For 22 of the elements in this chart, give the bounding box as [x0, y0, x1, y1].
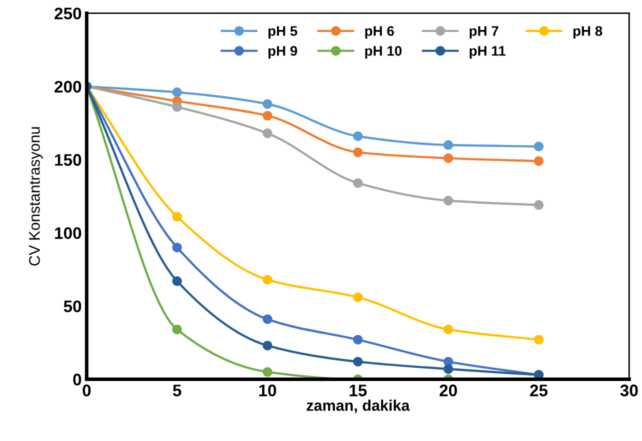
legend-label: pH 6: [365, 26, 394, 39]
x-tick-label: 0: [82, 384, 91, 396]
y-tick-label: 250: [54, 8, 82, 20]
x-tick-label: 20: [440, 384, 457, 396]
x-tick-label: 10: [259, 384, 276, 396]
legend-label: pH 7: [470, 26, 498, 39]
legend-label: pH 8: [573, 26, 602, 39]
y-tick-label: 0: [73, 374, 82, 386]
x-tick-label: 30: [620, 384, 638, 396]
legend-label: pH 10: [365, 46, 402, 59]
y-tick-label: 100: [55, 227, 82, 240]
legend-label: pH 5: [268, 26, 298, 39]
y-tick-label: 200: [54, 80, 82, 93]
y-tick-label: 50: [64, 300, 82, 312]
y-tick-label: 150: [55, 154, 82, 166]
x-tick-label: 25: [530, 384, 548, 396]
legend-label: pH 9: [268, 46, 298, 59]
x-axis-title: zaman, dakika: [306, 400, 410, 414]
y-axis-title: CV Konstantrasyonu: [29, 127, 43, 266]
legend-label: pH 11: [470, 46, 506, 59]
x-tick-label: 15: [350, 384, 367, 396]
x-tick-label: 5: [172, 384, 182, 396]
